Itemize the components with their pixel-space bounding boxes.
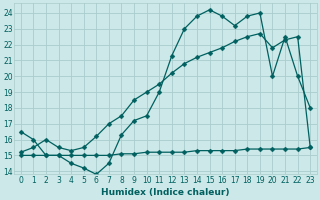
X-axis label: Humidex (Indice chaleur): Humidex (Indice chaleur)	[101, 188, 230, 197]
